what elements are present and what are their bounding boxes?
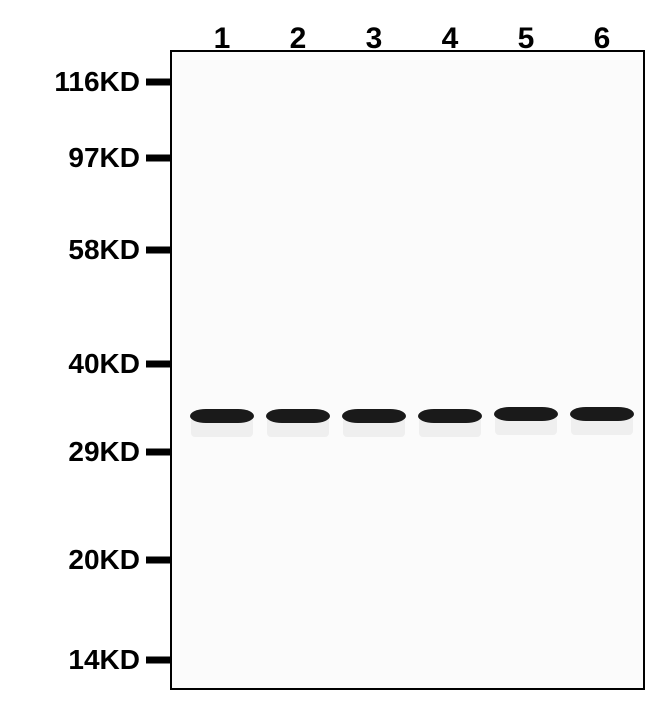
protein-band [494,407,558,421]
lane-label: 5 [518,22,535,56]
lane-label: 2 [290,22,307,56]
lane-label: 1 [214,22,231,56]
marker-tick [146,155,170,162]
marker-label: 20KD [68,544,140,576]
marker-tick [146,449,170,456]
western-blot-figure: 1 2 3 4 5 6 116KD 97KD 58KD 40KD 29KD 20KD 14KD [0,0,650,709]
marker-tick [146,657,170,664]
marker-label: 29KD [68,436,140,468]
protein-band [570,407,634,421]
marker-label: 40KD [68,348,140,380]
protein-band [190,409,254,423]
marker-tick [146,247,170,254]
marker-label: 116KD [54,66,140,98]
marker-tick [146,361,170,368]
lane-label: 6 [594,22,611,56]
protein-band [342,409,406,423]
marker-label: 58KD [68,234,140,266]
marker-label: 97KD [68,142,140,174]
lane-label: 4 [442,22,459,56]
protein-band [418,409,482,423]
protein-band [266,409,330,423]
marker-label: 14KD [68,644,140,676]
marker-tick [146,557,170,564]
lane-label: 3 [366,22,383,56]
blot-membrane [170,50,645,690]
marker-tick [146,79,170,86]
